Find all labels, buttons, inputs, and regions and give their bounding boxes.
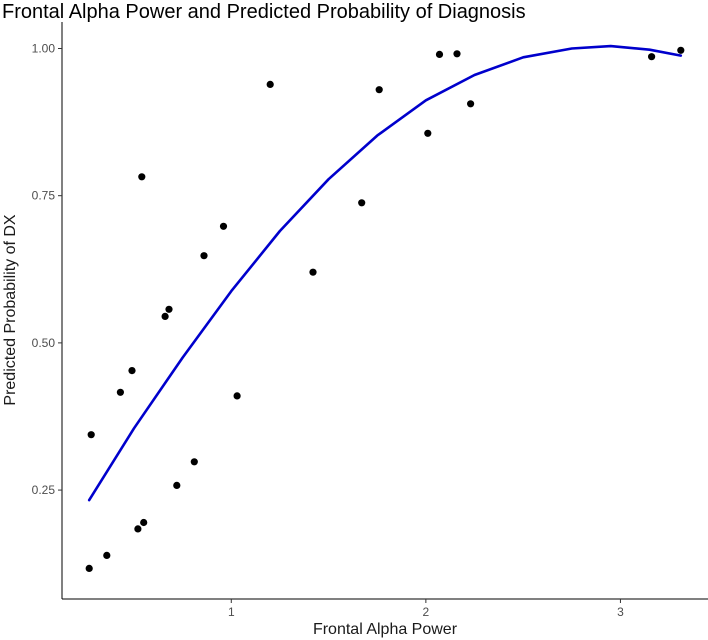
x-tick-label: 3: [617, 605, 624, 619]
data-point: [375, 86, 383, 94]
y-tick-label: 0.50: [32, 336, 56, 350]
data-point: [219, 222, 228, 230]
data-point: [309, 268, 317, 276]
data-point: [424, 129, 432, 137]
data-point: [138, 173, 146, 181]
y-tick-label: 0.25: [32, 483, 56, 497]
data-point: [134, 525, 142, 533]
data-point: [467, 100, 475, 108]
data-point: [453, 50, 461, 58]
plot-area: 0.25 0.50 0.75 1.00 1 2 3: [32, 22, 708, 619]
y-tick-label: 1.00: [32, 41, 56, 55]
data-point: [140, 518, 148, 527]
data-point: [190, 458, 198, 466]
data-point: [85, 564, 93, 573]
data-point: [677, 46, 685, 54]
data-point: [165, 305, 173, 313]
data-point: [116, 388, 124, 396]
y-tick-label: 0.75: [32, 189, 56, 203]
data-point: [435, 50, 444, 59]
data-point: [103, 551, 111, 560]
data-point: [128, 367, 136, 375]
data-point: [358, 199, 366, 207]
data-point: [200, 252, 208, 260]
chart-title: Frontal Alpha Power and Predicted Probab…: [2, 1, 526, 23]
series-layer: [85, 44, 685, 573]
x-tick-label: 1: [228, 605, 235, 619]
y-axis-ticks: 0.25 0.50 0.75 1.00: [32, 41, 62, 497]
data-point: [173, 481, 181, 489]
x-axis-ticks: 1 2 3: [228, 599, 624, 619]
y-axis-title: Predicted Probability of DX: [2, 214, 19, 406]
x-axis-title: Frontal Alpha Power: [313, 621, 458, 638]
x-tick-label: 2: [423, 605, 430, 619]
data-point: [87, 431, 95, 439]
data-point: [648, 53, 656, 61]
fitted-curve-line: [87, 44, 683, 502]
data-point: [233, 392, 241, 400]
data-point: [266, 80, 274, 88]
data-point: [161, 312, 169, 320]
